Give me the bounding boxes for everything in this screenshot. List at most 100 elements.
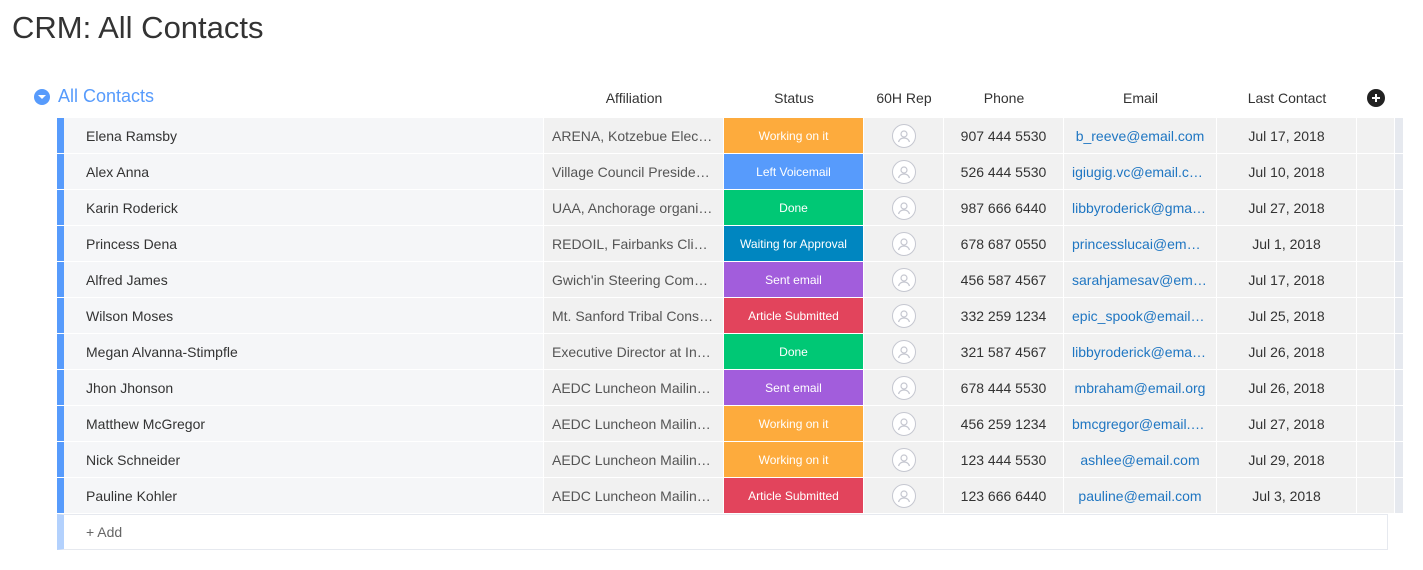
last-contact-column-header[interactable]: Last Contact	[1247, 90, 1327, 106]
email-link[interactable]: bmcgregor@email.org	[1072, 415, 1208, 432]
user-avatar-icon[interactable]	[891, 447, 916, 472]
table-row[interactable]: Elena Ramsby ARENA, Kotzebue Electric Wo…	[57, 118, 1423, 154]
table-row[interactable]: Pauline Kohler AEDC Luncheon Mailing Lis…	[57, 478, 1423, 514]
email-cell[interactable]: igiugig.vc@email.com	[1064, 154, 1217, 189]
table-row[interactable]: Alex Anna Village Council President, Igi…	[57, 154, 1423, 190]
email-cell[interactable]: mbraham@email.org	[1064, 370, 1217, 405]
status-badge[interactable]: Working on it	[724, 118, 864, 153]
user-avatar-icon[interactable]	[891, 159, 916, 184]
add-column-button[interactable]	[1357, 78, 1395, 118]
email-cell[interactable]: libbyroderick@email.com	[1064, 334, 1217, 369]
status-badge[interactable]: Left Voicemail	[724, 154, 864, 189]
contact-name-cell[interactable]: Matthew McGregor	[57, 406, 544, 441]
last-contact-cell[interactable]: Jul 27, 2018	[1217, 190, 1357, 225]
table-row[interactable]: Princess Dena REDOIL, Fairbanks Climate …	[57, 226, 1423, 262]
phone-cell[interactable]: 123 444 5530	[944, 442, 1064, 477]
email-column-header[interactable]: Email	[1122, 90, 1158, 106]
contact-name-cell[interactable]: Alex Anna	[57, 154, 544, 189]
phone-cell[interactable]: 678 687 0550	[944, 226, 1064, 261]
affiliation-cell[interactable]: UAA, Anchorage organizer	[544, 190, 724, 225]
status-column-header[interactable]: Status	[774, 90, 814, 106]
contact-name-cell[interactable]: Jhon Jhonson	[57, 370, 544, 405]
email-link[interactable]: libbyroderick@gmail.com	[1072, 199, 1208, 216]
table-row[interactable]: Matthew McGregor AEDC Luncheon Mailing L…	[57, 406, 1423, 442]
last-contact-cell[interactable]: Jul 3, 2018	[1217, 478, 1357, 513]
email-cell[interactable]: libbyroderick@gmail.com	[1064, 190, 1217, 225]
rep-column-header[interactable]: 60H Rep	[876, 90, 932, 106]
email-cell[interactable]: bmcgregor@email.org	[1064, 406, 1217, 441]
user-avatar-icon[interactable]	[891, 411, 916, 436]
add-item-label[interactable]: + Add	[86, 524, 123, 540]
phone-cell[interactable]: 332 259 1234	[944, 298, 1064, 333]
group-header[interactable]: All Contacts	[34, 86, 154, 107]
status-badge[interactable]: Sent email	[724, 370, 864, 405]
phone-cell[interactable]: 678 444 5530	[944, 370, 1064, 405]
group-title[interactable]: All Contacts	[58, 86, 155, 106]
email-cell[interactable]: pauline@email.com	[1064, 478, 1217, 513]
email-link[interactable]: b_reeve@email.com	[1075, 127, 1205, 144]
phone-cell[interactable]: 456 259 1234	[944, 406, 1064, 441]
phone-cell[interactable]: 321 587 4567	[944, 334, 1064, 369]
status-badge[interactable]: Done	[724, 190, 864, 225]
user-avatar-icon[interactable]	[891, 195, 916, 220]
rep-cell[interactable]	[864, 406, 944, 441]
contact-name-cell[interactable]: Alfred James	[57, 262, 544, 297]
email-cell[interactable]: ashlee@email.com	[1064, 442, 1217, 477]
email-cell[interactable]: princesslucai@email.com	[1064, 226, 1217, 261]
affiliation-column-header[interactable]: Affiliation	[605, 90, 663, 106]
table-row[interactable]: Jhon Jhonson AEDC Luncheon Mailing List …	[57, 370, 1423, 406]
user-avatar-icon[interactable]	[891, 303, 916, 328]
email-link[interactable]: princesslucai@email.com	[1072, 235, 1208, 252]
status-badge[interactable]: Sent email	[724, 262, 864, 297]
rep-cell[interactable]	[864, 334, 944, 369]
affiliation-cell[interactable]: AEDC Luncheon Mailing List	[544, 406, 724, 441]
rep-cell[interactable]	[864, 226, 944, 261]
phone-cell[interactable]: 526 444 5530	[944, 154, 1064, 189]
rep-cell[interactable]	[864, 190, 944, 225]
last-contact-cell[interactable]: Jul 29, 2018	[1217, 442, 1357, 477]
last-contact-cell[interactable]: Jul 17, 2018	[1217, 118, 1357, 153]
user-avatar-icon[interactable]	[891, 267, 916, 292]
email-link[interactable]: ashlee@email.com	[1080, 451, 1200, 468]
user-avatar-icon[interactable]	[891, 483, 916, 508]
user-avatar-icon[interactable]	[891, 375, 916, 400]
rep-cell[interactable]	[864, 370, 944, 405]
affiliation-cell[interactable]: Executive Director at Inuit Circumpolar	[544, 334, 724, 369]
rep-cell[interactable]	[864, 478, 944, 513]
last-contact-cell[interactable]: Jul 17, 2018	[1217, 262, 1357, 297]
status-badge[interactable]: Working on it	[724, 442, 864, 477]
affiliation-cell[interactable]: Gwich'in Steering Committee	[544, 262, 724, 297]
last-contact-cell[interactable]: Jul 1, 2018	[1217, 226, 1357, 261]
table-row[interactable]: Alfred James Gwich'in Steering Committee…	[57, 262, 1423, 298]
contact-name-cell[interactable]: Elena Ramsby	[57, 118, 544, 153]
phone-column-header[interactable]: Phone	[983, 90, 1025, 106]
phone-cell[interactable]: 987 666 6440	[944, 190, 1064, 225]
affiliation-cell[interactable]: ARENA, Kotzebue Electric	[544, 118, 724, 153]
rep-cell[interactable]	[864, 298, 944, 333]
status-badge[interactable]: Article Submitted	[724, 298, 864, 333]
phone-cell[interactable]: 456 587 4567	[944, 262, 1064, 297]
table-row[interactable]: Karin Roderick UAA, Anchorage organizer …	[57, 190, 1423, 226]
email-cell[interactable]: sarahjamesav@email.com	[1064, 262, 1217, 297]
rep-cell[interactable]	[864, 154, 944, 189]
table-row[interactable]: Nick Schneider AEDC Luncheon Mailing Lis…	[57, 442, 1423, 478]
affiliation-cell[interactable]: REDOIL, Fairbanks Climate Action	[544, 226, 724, 261]
status-badge[interactable]: Working on it	[724, 406, 864, 441]
last-contact-cell[interactable]: Jul 10, 2018	[1217, 154, 1357, 189]
affiliation-cell[interactable]: AEDC Luncheon Mailing List	[544, 370, 724, 405]
chevron-down-icon[interactable]	[34, 88, 50, 105]
affiliation-cell[interactable]: Mt. Sanford Tribal Consortium	[544, 298, 724, 333]
affiliation-cell[interactable]: Village Council President, Igiugig	[544, 154, 724, 189]
last-contact-cell[interactable]: Jul 27, 2018	[1217, 406, 1357, 441]
email-link[interactable]: libbyroderick@email.com	[1072, 343, 1208, 360]
last-contact-cell[interactable]: Jul 25, 2018	[1217, 298, 1357, 333]
phone-cell[interactable]: 907 444 5530	[944, 118, 1064, 153]
table-row[interactable]: Megan Alvanna-Stimpfle Executive Directo…	[57, 334, 1423, 370]
email-link[interactable]: igiugig.vc@email.com	[1072, 163, 1208, 180]
status-badge[interactable]: Article Submitted	[724, 478, 864, 513]
add-item-row[interactable]: + Add	[57, 514, 1388, 550]
last-contact-cell[interactable]: Jul 26, 2018	[1217, 334, 1357, 369]
contact-name-cell[interactable]: Nick Schneider	[57, 442, 544, 477]
email-link[interactable]: mbraham@email.org	[1074, 379, 1206, 396]
email-cell[interactable]: b_reeve@email.com	[1064, 118, 1217, 153]
